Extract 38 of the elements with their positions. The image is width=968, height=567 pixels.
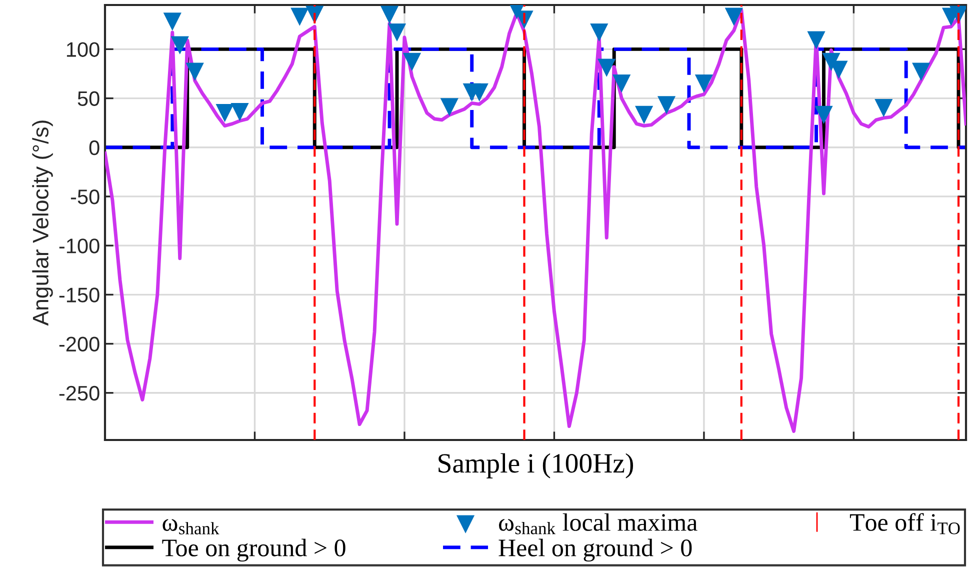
y-tick-label: 100 — [66, 42, 100, 57]
y-tick-label: 0 — [89, 140, 100, 156]
point — [470, 83, 488, 102]
y-tick-label: -250 — [59, 386, 100, 401]
point — [388, 23, 406, 42]
point — [814, 106, 833, 124]
text: Toe off i$_{TO}$ — [850, 513, 960, 534]
point — [186, 62, 204, 81]
point — [724, 8, 743, 26]
legend-label: ω$_{shank}$ local maxima — [498, 513, 698, 534]
legend-label: Heel on ground > 0 — [498, 538, 692, 562]
y-tick-label: -100 — [59, 238, 100, 254]
point — [807, 31, 826, 50]
legend-label: ω$_{shank}$ — [162, 519, 220, 534]
point — [402, 52, 422, 72]
point — [874, 99, 893, 118]
x-axis-title: Sample i (100Hz) — [438, 453, 634, 478]
point — [912, 62, 930, 81]
point — [170, 36, 189, 54]
point — [163, 12, 182, 31]
point — [598, 58, 616, 77]
point — [612, 74, 631, 93]
y-tick-label: -150 — [59, 288, 100, 302]
point — [949, 6, 966, 24]
point — [216, 104, 234, 122]
y-tick-label: -50 — [70, 189, 100, 204]
y-axis-title: Angular Velocity (°/s) — [32, 120, 53, 326]
point — [290, 8, 309, 26]
y-tick-label: 50 — [78, 91, 100, 106]
point — [590, 23, 608, 42]
y-tick-label: -200 — [59, 336, 100, 352]
point — [694, 74, 714, 93]
point — [657, 96, 676, 114]
legend-label: Toe on ground > 0 — [162, 538, 346, 562]
point — [380, 6, 399, 24]
point — [230, 102, 249, 122]
point — [440, 98, 458, 116]
point — [635, 106, 654, 124]
